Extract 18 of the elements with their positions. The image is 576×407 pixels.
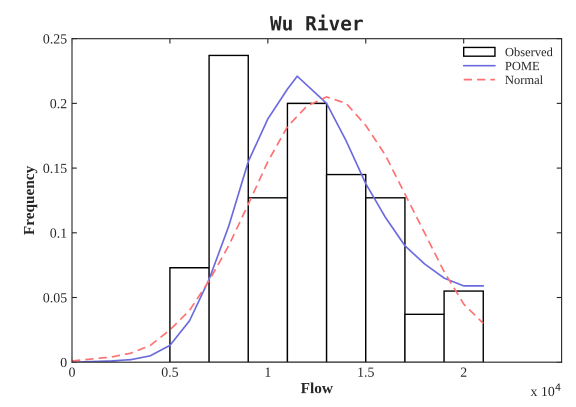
text: x 10$^{4}$	[530, 384, 561, 396]
x-tick-label: 1.5	[358, 368, 374, 377]
legend-label: POME	[505, 62, 540, 70]
x-axis-title: Flow	[300, 382, 333, 394]
y-tick-label: 0	[60, 358, 67, 368]
y-tick-label: 0.05	[43, 293, 67, 303]
legend-label: Observed	[505, 47, 553, 56]
x-tick-label: 0.5	[162, 367, 178, 377]
y-tick-label: 0.1	[50, 228, 66, 238]
chart-title: Wu River	[270, 14, 363, 31]
y-tick-label: 0.25	[43, 34, 67, 44]
x-tick-label: 1	[266, 368, 270, 377]
y-tick-label: 0.2	[50, 98, 66, 108]
x-tick-label: 0	[69, 367, 75, 377]
x-tick-label: 2	[460, 368, 466, 377]
legend-label: Normal	[505, 75, 543, 84]
y-axis-title: Frequency	[24, 166, 38, 235]
y-tick-label: 0.15	[43, 164, 67, 174]
